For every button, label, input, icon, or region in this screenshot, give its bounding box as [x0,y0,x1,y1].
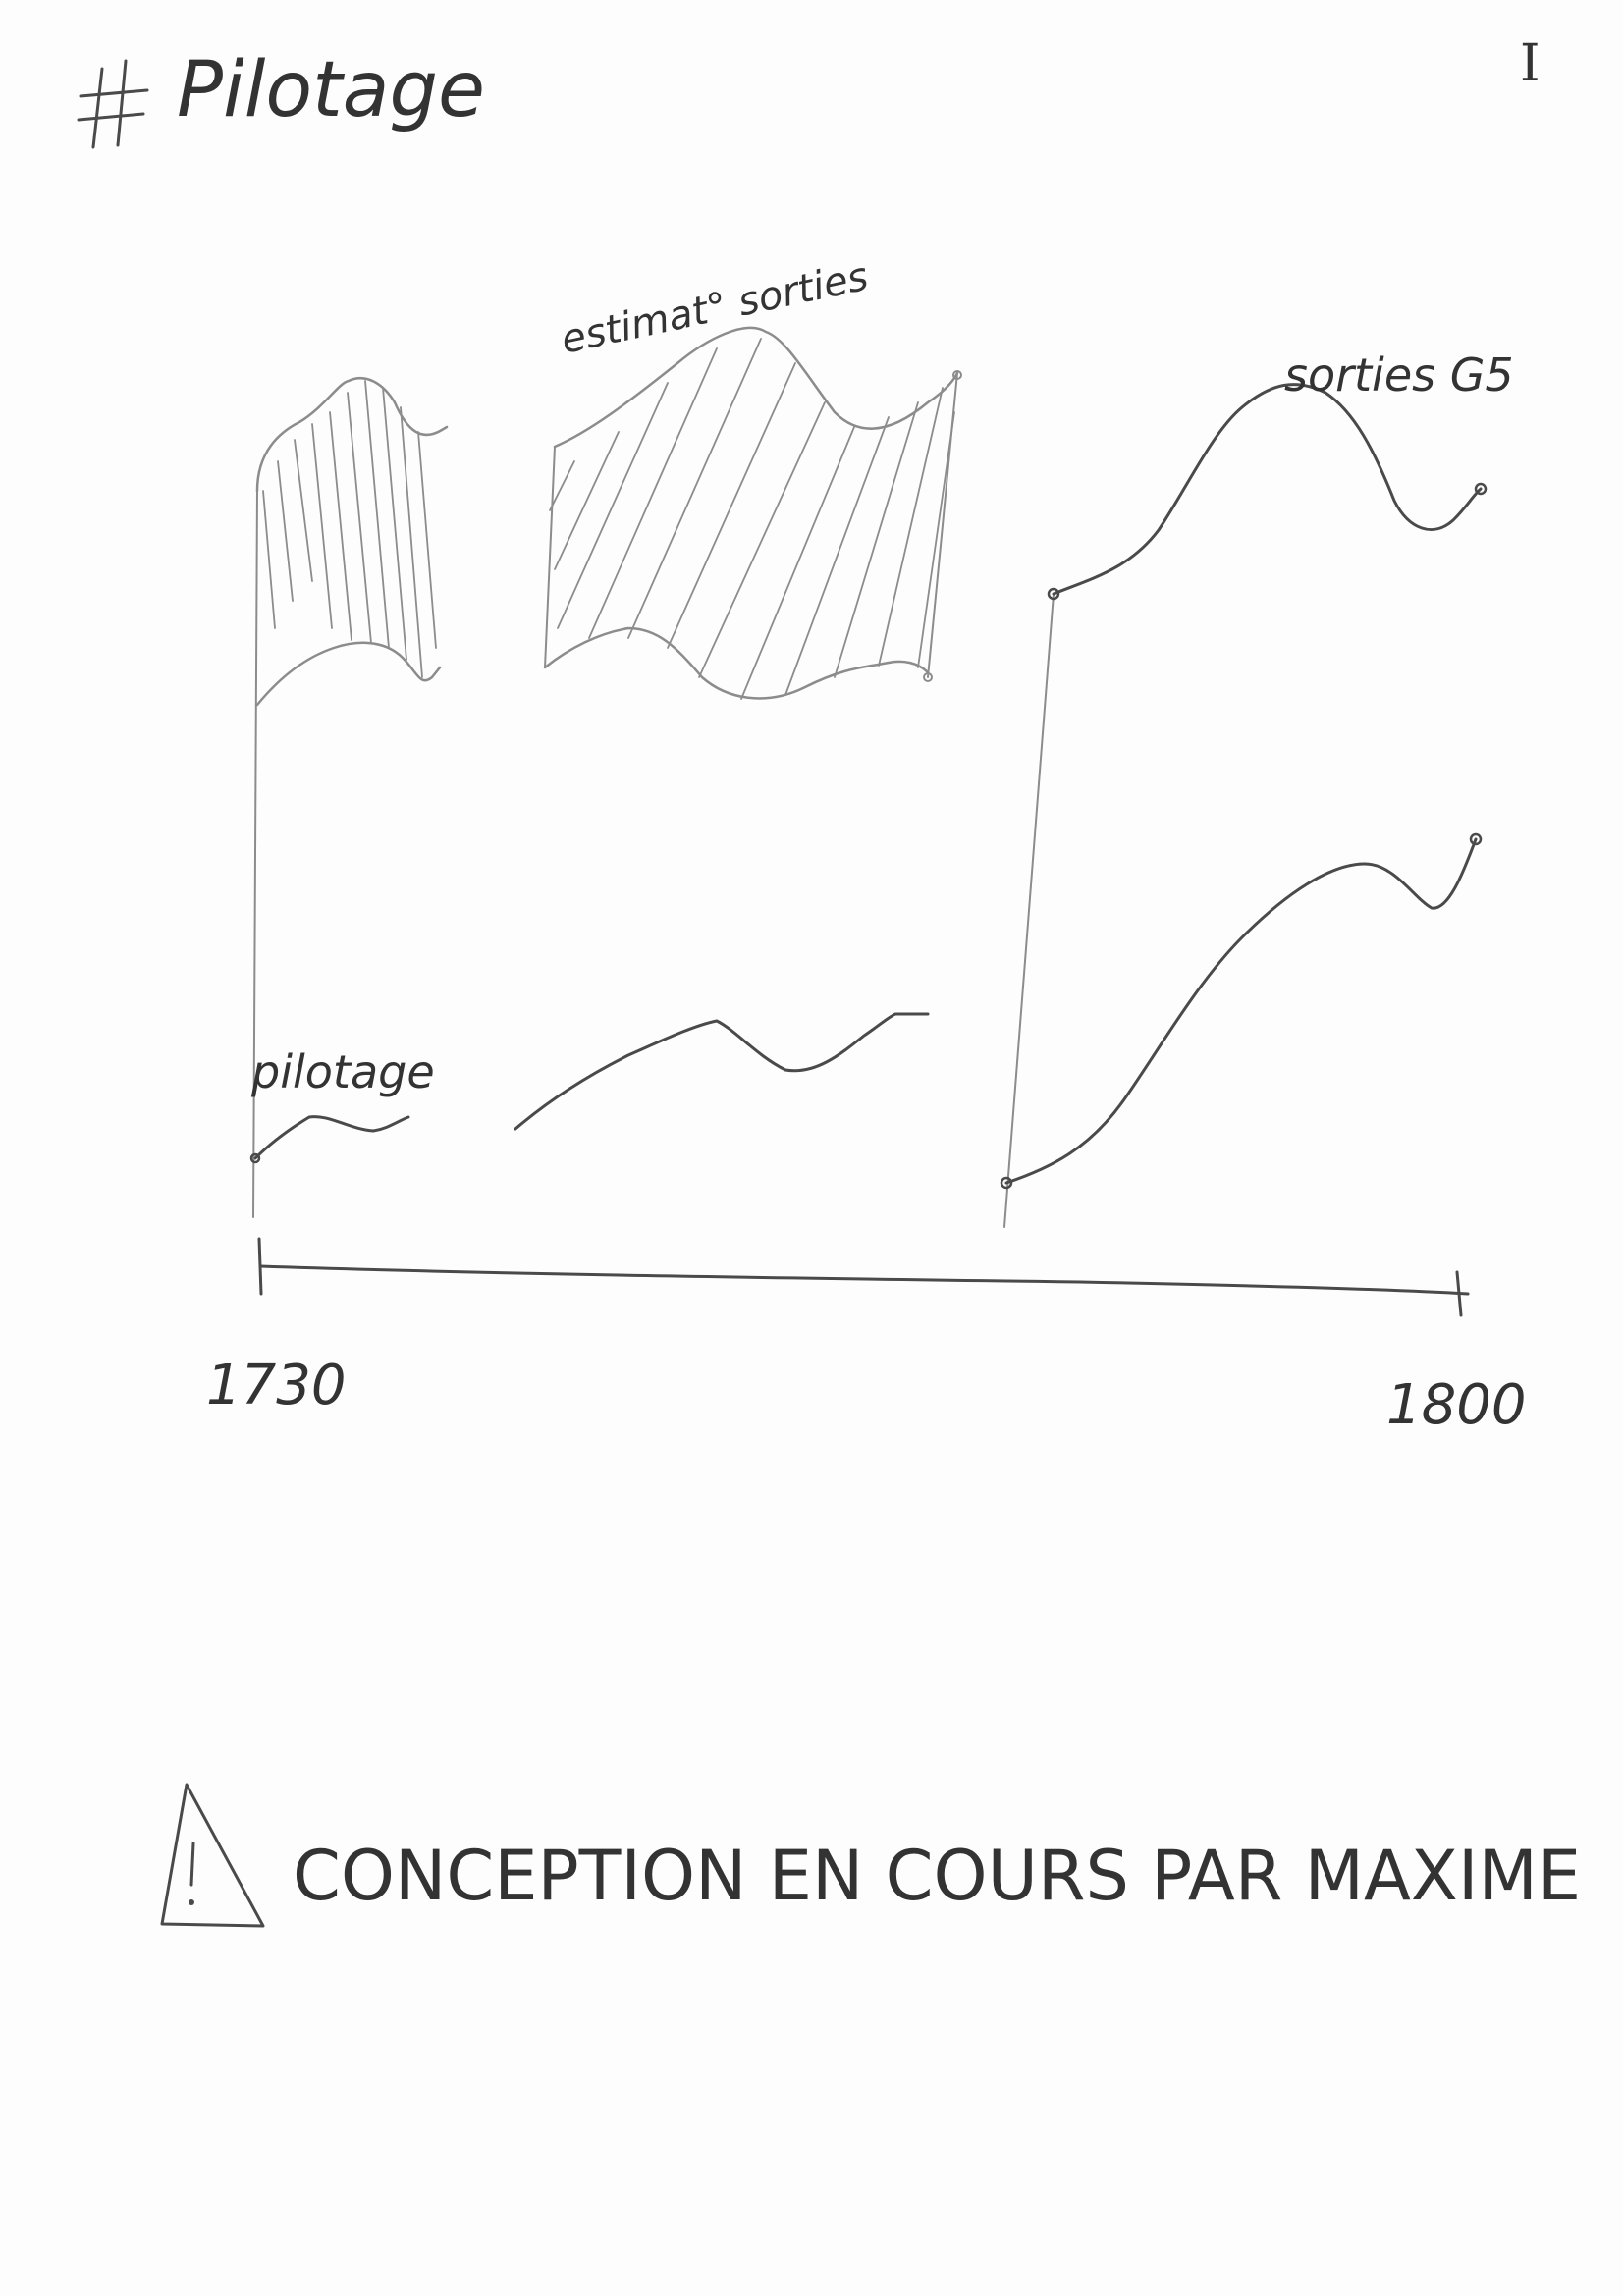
hatched-area-estimate [543,326,962,700]
page-title: Pilotage [177,46,485,134]
page-marker: I [1520,34,1541,93]
time-axis-start-tick [257,1237,263,1296]
label-sorties: sorties G5 [1284,348,1514,401]
hatched-area-left [255,377,449,707]
left-vertical-guide [252,490,258,1218]
hatch-lines-estimate [549,338,955,700]
notice-text: CONCEPTION EN COURS PAR MAXIME [293,1836,1581,1916]
title-hash-icon [77,59,149,149]
curve-sorties-g5 [1052,383,1483,596]
hatch-lines-left [262,380,437,678]
axis-end-label: 1800 [1386,1373,1527,1437]
curve-pilotage-middle [514,1012,930,1131]
curve-lower-right [1004,837,1478,1185]
axis-start-label: 1730 [206,1354,347,1417]
curve-pilotage-left [253,1115,410,1160]
label-estimate: estimat° sorties [558,254,873,363]
right-vertical-guide [1003,593,1055,1228]
label-pilotage: pilotage [250,1045,435,1098]
warning-triangle-icon [160,1783,265,1928]
time-axis-line [258,1264,1470,1296]
time-axis-end-tick [1455,1270,1463,1317]
